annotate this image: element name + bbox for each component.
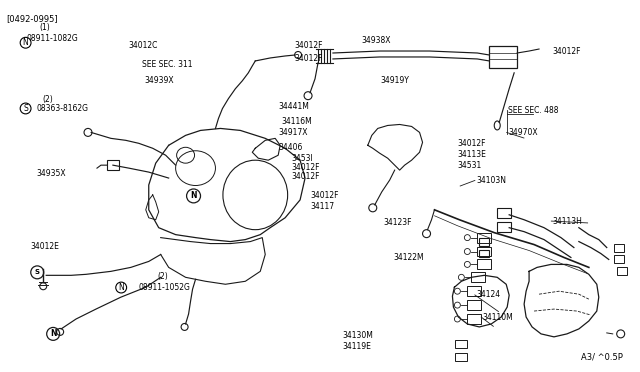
Text: 08911-1082G: 08911-1082G — [27, 34, 79, 43]
Bar — [489, 46, 517, 68]
Text: S: S — [23, 104, 28, 113]
Text: 34406: 34406 — [278, 143, 303, 152]
Bar — [471, 272, 485, 282]
Text: N: N — [23, 38, 28, 47]
Text: 34116M: 34116M — [282, 117, 312, 126]
Bar — [497, 208, 511, 218]
Bar — [614, 244, 623, 251]
Text: A3/ ^0.5P: A3/ ^0.5P — [581, 352, 623, 361]
Text: 34012C: 34012C — [129, 41, 158, 50]
Text: 3453I: 3453I — [291, 154, 313, 163]
Text: 34012F: 34012F — [552, 47, 581, 56]
Text: 34123F: 34123F — [384, 218, 412, 227]
Text: SEE SEC. 488: SEE SEC. 488 — [508, 106, 559, 115]
Text: 34117: 34117 — [310, 202, 335, 211]
Bar — [456, 353, 467, 361]
Text: SEE SEC. 311: SEE SEC. 311 — [141, 60, 192, 69]
Bar — [614, 256, 623, 263]
Bar — [467, 314, 481, 324]
Text: 34012F: 34012F — [294, 54, 323, 63]
Bar — [477, 259, 492, 269]
Bar — [456, 340, 467, 348]
Text: 08911-1052G: 08911-1052G — [138, 283, 190, 292]
Text: 34113E: 34113E — [457, 150, 486, 159]
Text: N: N — [118, 283, 124, 292]
Text: 34919Y: 34919Y — [381, 76, 410, 85]
Bar — [467, 286, 481, 296]
Text: 34110M: 34110M — [483, 312, 513, 321]
Text: (1): (1) — [40, 23, 51, 32]
Text: 34938X: 34938X — [362, 36, 391, 45]
Text: 34012F: 34012F — [291, 172, 320, 181]
Text: 34113H: 34113H — [552, 217, 582, 225]
Text: 34130M: 34130M — [342, 331, 373, 340]
Text: 34441M: 34441M — [278, 102, 310, 111]
Text: [0492-0995]: [0492-0995] — [6, 15, 58, 23]
Bar — [107, 160, 119, 170]
Bar — [479, 250, 489, 257]
Text: 34917X: 34917X — [278, 128, 308, 137]
Bar — [497, 222, 511, 232]
Bar — [479, 238, 489, 246]
Text: N: N — [190, 192, 197, 201]
Bar — [617, 267, 627, 275]
Bar — [467, 300, 481, 310]
Text: 34531: 34531 — [457, 161, 481, 170]
Text: 34119E: 34119E — [342, 342, 371, 351]
Text: 34124: 34124 — [476, 291, 500, 299]
Text: 34012F: 34012F — [310, 191, 339, 200]
Text: 34012F: 34012F — [294, 41, 323, 50]
Text: 34012E: 34012E — [30, 243, 59, 251]
Bar — [477, 247, 492, 256]
Text: 34012F: 34012F — [457, 139, 486, 148]
Text: 34012F: 34012F — [291, 163, 320, 172]
Text: N: N — [50, 329, 56, 339]
Text: 34935X: 34935X — [36, 169, 66, 177]
Text: 34970X: 34970X — [508, 128, 538, 137]
Text: S: S — [35, 269, 40, 275]
Text: (2): (2) — [43, 95, 54, 104]
Text: (2): (2) — [157, 272, 168, 281]
Bar — [477, 232, 492, 243]
Text: 34103N: 34103N — [476, 176, 506, 185]
Text: 08363-8162G: 08363-8162G — [36, 104, 88, 113]
Text: 34122M: 34122M — [394, 253, 424, 263]
Text: 34939X: 34939X — [145, 76, 174, 85]
